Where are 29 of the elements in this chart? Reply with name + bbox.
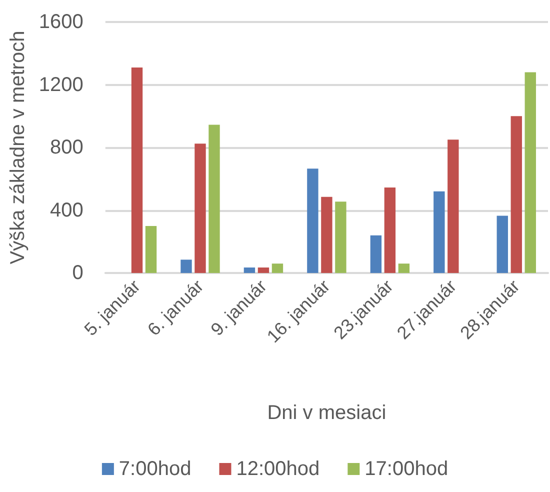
bar	[307, 168, 318, 273]
bar	[321, 196, 332, 273]
bar	[496, 216, 508, 273]
y-axis-title: Výška základne v metroch	[7, 30, 29, 264]
bar	[208, 124, 220, 273]
bar	[370, 235, 382, 273]
legend-label: 17:00hod	[364, 458, 448, 480]
bar	[510, 116, 522, 273]
bar	[180, 260, 192, 273]
bar	[145, 226, 157, 273]
y-tick-label: 1200	[38, 74, 84, 96]
y-tick-label: 800	[50, 136, 84, 158]
bar	[272, 264, 284, 273]
bar	[194, 144, 206, 273]
bar	[244, 268, 256, 273]
bar	[131, 67, 143, 273]
bar	[335, 202, 346, 273]
legend-label: 7:00hod	[118, 458, 192, 480]
y-tick-label: 0	[72, 262, 84, 284]
x-axis-title: Dni v mesiaci	[267, 402, 386, 424]
y-tick-label: 400	[50, 199, 84, 222]
bar	[524, 72, 536, 273]
y-tick-label: 1600	[38, 11, 84, 33]
bar	[448, 140, 459, 273]
bar	[398, 264, 410, 273]
legend-label: 12:00hod	[236, 458, 320, 480]
bar	[258, 268, 270, 273]
bar	[434, 191, 445, 273]
bar	[384, 188, 396, 273]
